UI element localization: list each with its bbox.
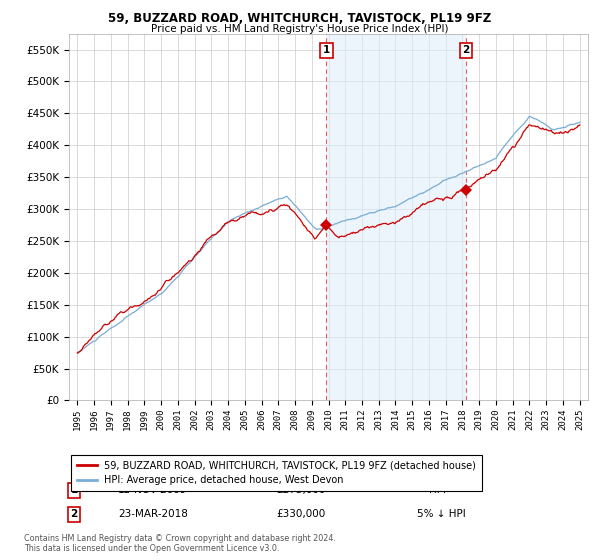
Text: 2: 2 [463,45,470,55]
Text: 12-NOV-2009: 12-NOV-2009 [118,486,188,495]
Text: 1: 1 [71,486,78,495]
Text: Price paid vs. HM Land Registry's House Price Index (HPI): Price paid vs. HM Land Registry's House … [151,24,449,34]
Legend: 59, BUZZARD ROAD, WHITCHURCH, TAVISTOCK, PL19 9FZ (detached house), HPI: Average: 59, BUZZARD ROAD, WHITCHURCH, TAVISTOCK,… [71,455,482,491]
Text: 5% ↓ HPI: 5% ↓ HPI [417,509,466,519]
Text: 1: 1 [323,45,330,55]
Text: 59, BUZZARD ROAD, WHITCHURCH, TAVISTOCK, PL19 9FZ: 59, BUZZARD ROAD, WHITCHURCH, TAVISTOCK,… [109,12,491,25]
Text: 23-MAR-2018: 23-MAR-2018 [118,509,188,519]
Text: 2: 2 [71,509,78,519]
Text: £330,000: £330,000 [277,509,326,519]
Text: £275,000: £275,000 [277,486,326,495]
Text: Contains HM Land Registry data © Crown copyright and database right 2024.
This d: Contains HM Land Registry data © Crown c… [24,534,336,553]
Text: ≈ HPI: ≈ HPI [417,486,446,495]
